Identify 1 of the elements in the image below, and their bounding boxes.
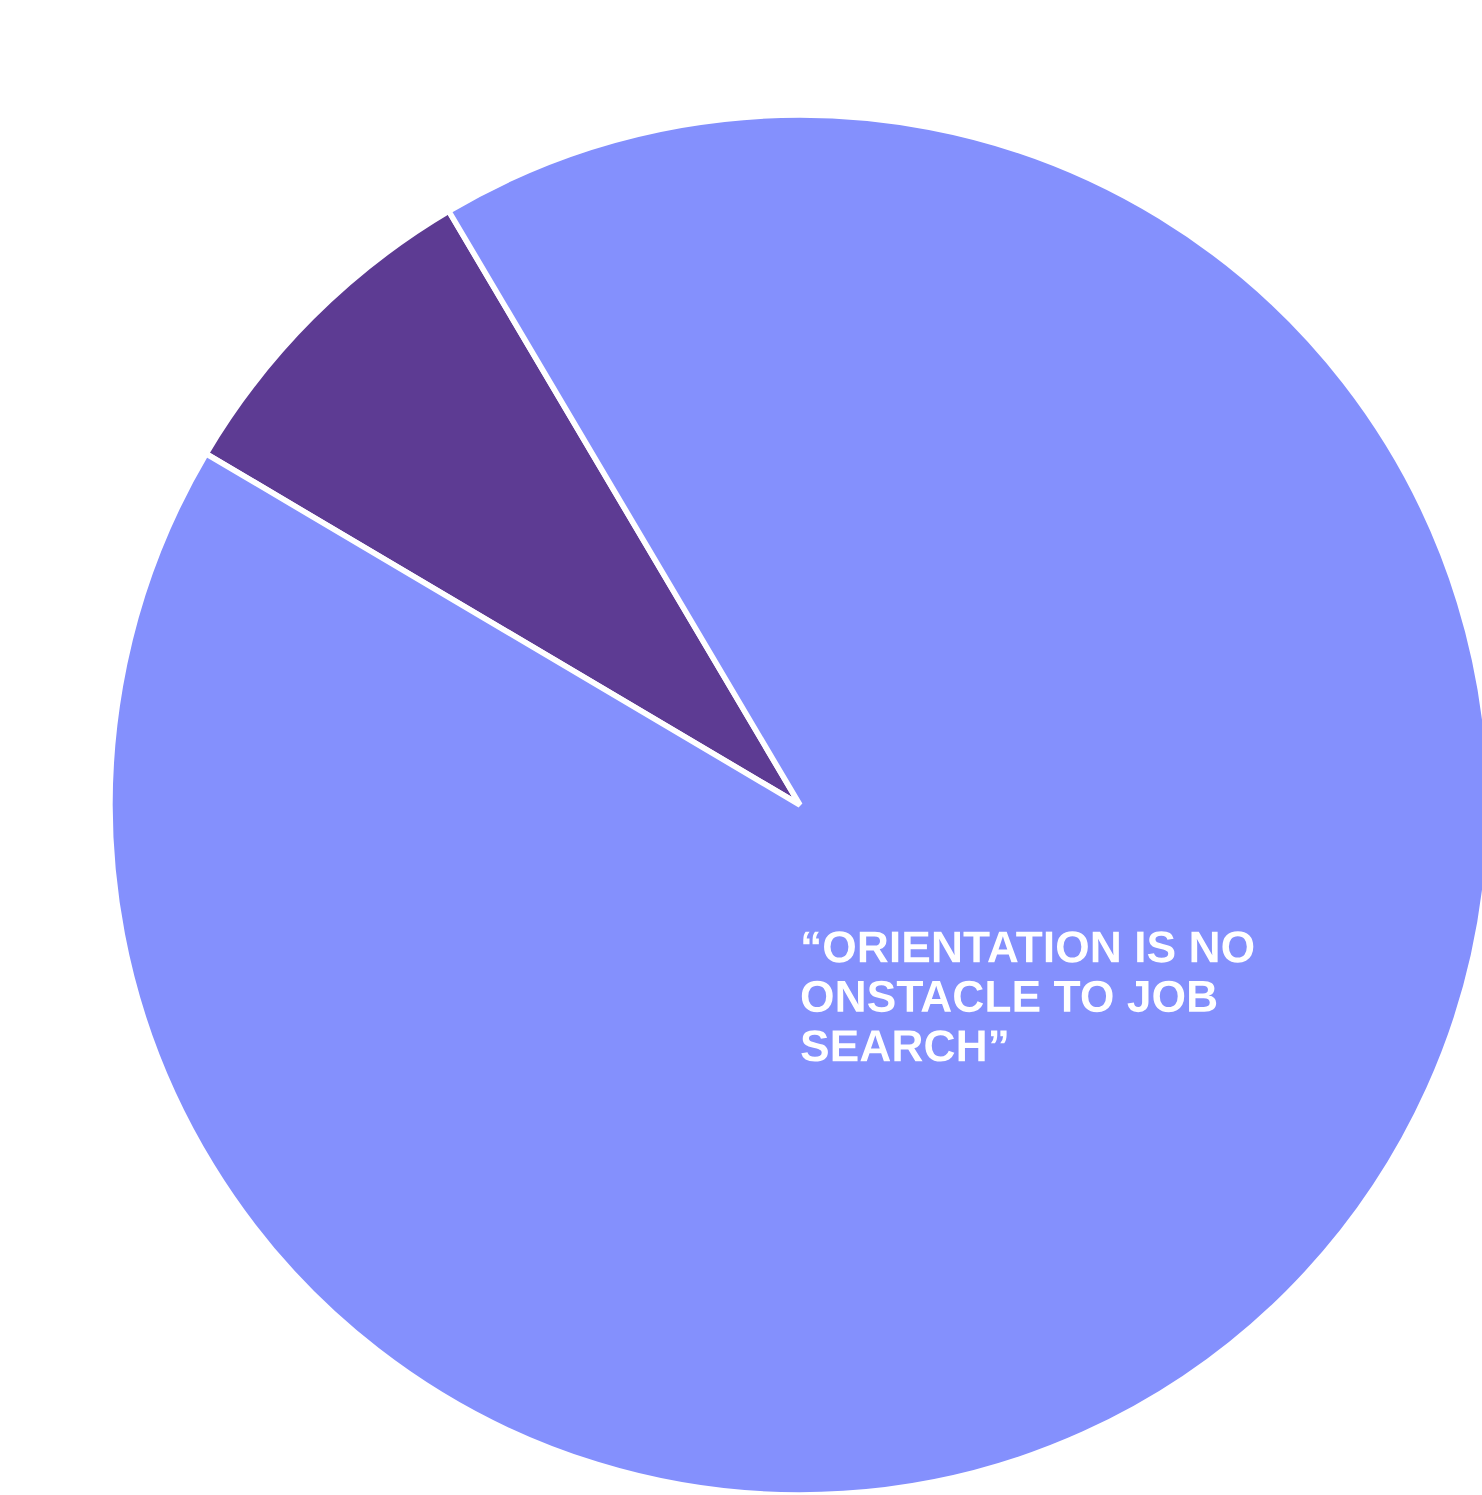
text: “ORIENTATION IS NO ONSTACLE TO JOB SEARCH” bbox=[801, 931, 1254, 1062]
